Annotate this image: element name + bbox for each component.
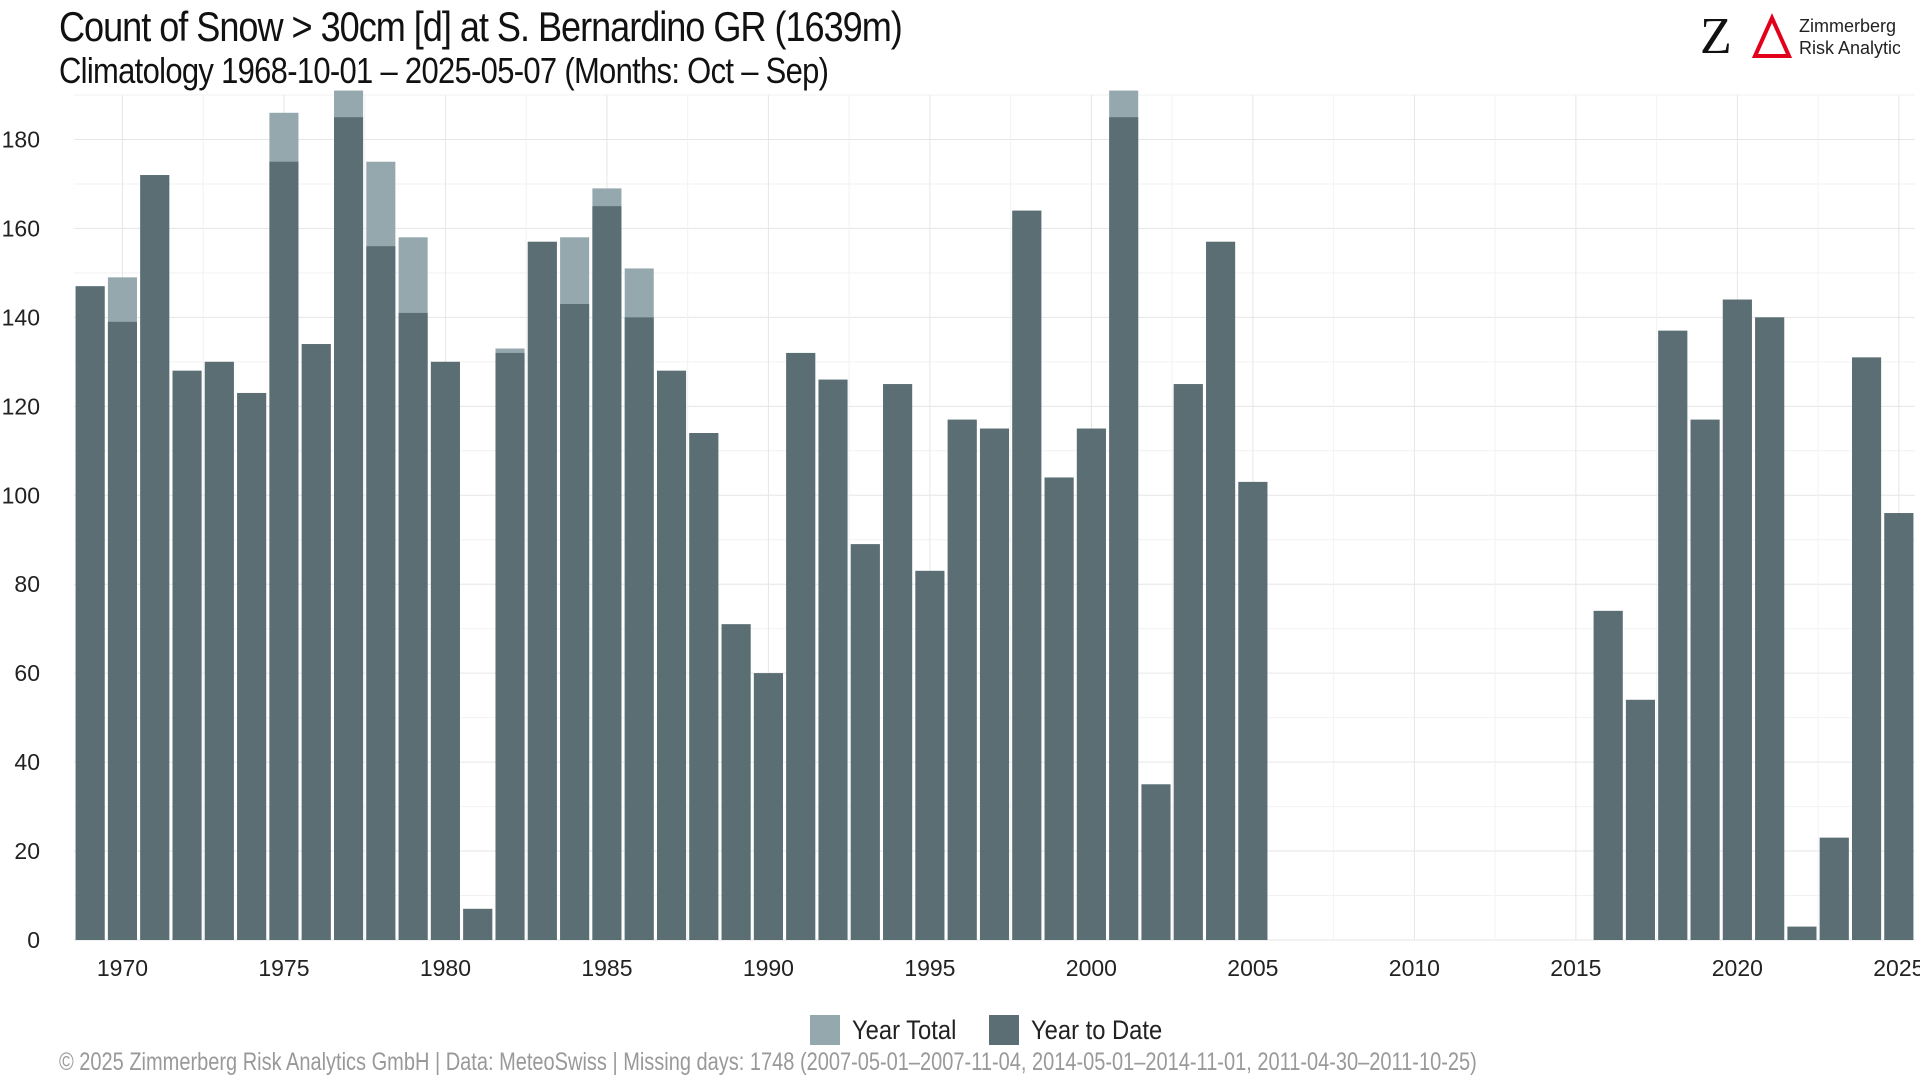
bar-year-to-date (656, 370, 687, 941)
bar-year-to-date (1141, 784, 1171, 940)
bar-year-to-date (269, 161, 299, 941)
x-tick-label: 1980 (420, 955, 471, 981)
bar-year-to-date (883, 384, 913, 940)
x-tick-label: 2025 (1873, 955, 1920, 981)
bar-year-to-date (1076, 428, 1106, 940)
x-tick-label: 2000 (1066, 955, 1117, 981)
y-tick-label: 40 (14, 749, 40, 775)
svg-text:Z: Z (1700, 8, 1732, 65)
bar-year-to-date (75, 286, 105, 941)
y-tick-label: 120 (2, 393, 40, 419)
bar-year-to-date (624, 317, 654, 940)
bar-year-to-date (1173, 384, 1203, 940)
bar-year-to-date (237, 392, 267, 940)
logo-line-2: Risk Analytics (1799, 38, 1900, 58)
bar-year-to-date (463, 908, 493, 940)
bar-year-to-date (398, 312, 428, 941)
x-tick-label: 2020 (1712, 955, 1763, 981)
bar-year-to-date (1690, 419, 1720, 940)
bar-year-to-date (1044, 477, 1074, 940)
bar-year-to-date (753, 673, 783, 940)
y-tick-label: 140 (2, 304, 40, 330)
bar-year-to-date (592, 206, 622, 940)
footer-caption: © 2025 Zimmerberg Risk Analytics GmbH | … (59, 1048, 1477, 1076)
year-to-date-bars (75, 117, 1914, 941)
x-tick-label: 1990 (743, 955, 794, 981)
legend-item-year-to-date: Year to Date (988, 1014, 1180, 1046)
bar-year-to-date (1819, 837, 1849, 940)
chart-title: Count of Snow > 30cm [d] at S. Bernardin… (59, 3, 903, 50)
bar-year-to-date (140, 175, 170, 941)
bar-year-to-date (1012, 210, 1042, 940)
bar-year-to-date (172, 370, 202, 941)
legend-label-year-total: Year Total (852, 1014, 957, 1045)
x-tick-label: 2010 (1389, 955, 1440, 981)
bar-year-to-date (366, 246, 396, 941)
bar-year-to-date (689, 433, 719, 940)
chart-subtitle: Climatology 1968-10-01 – 2025-05-07 (Mon… (59, 50, 829, 91)
bar-year-to-date (430, 361, 460, 940)
bar-year-to-date (850, 544, 880, 940)
bar-year-to-date (527, 241, 557, 940)
bar-year-to-date (947, 419, 977, 940)
bar-year-to-date (1884, 513, 1914, 940)
x-tick-label: 2015 (1550, 955, 1601, 981)
bar-year-to-date (560, 304, 590, 940)
bar-year-to-date (786, 352, 816, 940)
x-tick-label: 1995 (904, 955, 955, 981)
x-tick-label: 2005 (1227, 955, 1278, 981)
x-tick-label: 1975 (258, 955, 309, 981)
y-tick-label: 20 (14, 838, 40, 864)
y-tick-label: 0 (27, 927, 40, 953)
x-tick-label: 1985 (581, 955, 632, 981)
logo-line-1: Zimmerberg (1799, 16, 1896, 36)
bar-year-to-date (1755, 317, 1785, 940)
bar-year-to-date (301, 344, 331, 941)
y-axis-labels: 0 20 40 60 80 100 120 140 160 180 (2, 126, 40, 953)
bar-year-to-date (818, 379, 848, 940)
legend-item-year-total: Year Total (810, 1015, 971, 1046)
year-total-swatch (810, 1015, 840, 1045)
chart-legend: Year Total Year to Date (810, 1013, 1186, 1047)
company-logo: Z Zimmerberg Risk Analytics (1700, 8, 1910, 68)
bar-chart: 0 20 40 60 80 100 120 140 160 180 1970 1975 1980 198… (2, 90, 1920, 981)
x-tick-label: 1970 (97, 955, 148, 981)
bar-year-to-date (979, 428, 1010, 940)
bar-year-to-date (1238, 481, 1268, 940)
y-tick-label: 100 (2, 482, 40, 508)
bar-year-to-date (1722, 299, 1752, 940)
bar-year-to-date (1109, 117, 1139, 941)
y-tick-label: 80 (14, 571, 40, 597)
bar-year-to-date (1787, 926, 1817, 940)
bar-year-to-date (1593, 610, 1623, 940)
bar-year-to-date (1206, 241, 1236, 940)
bar-year-to-date (1852, 357, 1882, 940)
bar-year-to-date (1625, 699, 1655, 940)
bar-year-to-date (334, 117, 364, 941)
bar-year-to-date (721, 624, 751, 940)
legend-label-year-to-date: Year to Date (1030, 1014, 1162, 1045)
bar-year-to-date (204, 361, 234, 940)
year-to-date-swatch (988, 1015, 1019, 1045)
bar-year-to-date (915, 570, 945, 940)
bar-year-to-date (1658, 330, 1688, 940)
y-tick-label: 180 (2, 126, 40, 152)
y-tick-label: 60 (14, 660, 40, 686)
x-axis-labels: 1970 1975 1980 1985 1990 1995 2000 2005 2010 2015… (97, 955, 1920, 981)
bar-year-to-date (495, 352, 525, 940)
logo-mark-icon: Z Zimmerberg Risk Analytics (1700, 8, 1910, 65)
y-tick-label: 160 (2, 215, 40, 241)
bar-year-to-date (107, 321, 137, 940)
